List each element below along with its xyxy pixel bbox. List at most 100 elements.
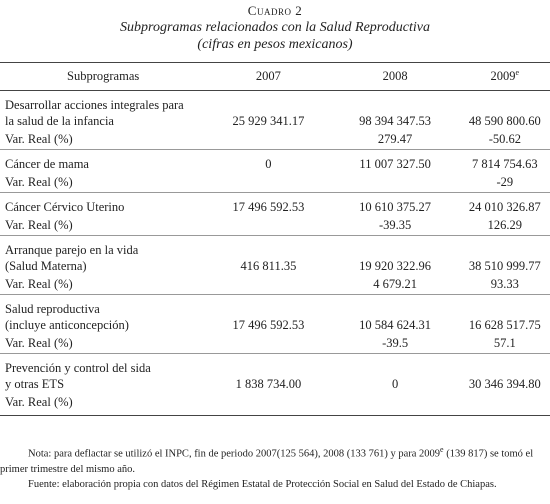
var-value: -50.62 (488, 132, 521, 146)
amount: 30 346 394.80 (468, 377, 541, 391)
subprogram-name-line: Arranque parejo en la vida (5, 243, 139, 257)
amount: 38 510 999.77 (468, 259, 541, 273)
column-header-text: 2007 (255, 69, 281, 83)
source: Fuente: elaboración propia con datos del… (28, 478, 497, 490)
subprogram-row: Prevención y control del sida y otras ETS… (0, 354, 550, 392)
table-subtitle: (cifras en pesos mexicanos) (197, 37, 353, 52)
var-value (206, 172, 330, 193)
amount: 1 838 734.00 (235, 377, 302, 391)
table-label: Cuadro 2 (247, 3, 303, 18)
var-value (206, 333, 330, 354)
var-value: -29 (496, 175, 514, 189)
subprogram-row: Arranque parejo en la vida (Salud Materna… (0, 236, 550, 274)
note-text: (139 817) se tomó el primer trimestre de… (0, 448, 534, 475)
note-sup: e (440, 445, 444, 454)
var-label: Var. Real (%) (5, 132, 73, 146)
separator-cell (0, 235, 550, 236)
subprogram-name-line: la salud de la infancia (5, 114, 114, 128)
amount: 0 (265, 157, 272, 171)
var-value: 57.1 (493, 336, 516, 350)
subprogram-name-line: Prevención y control del sida (5, 361, 151, 375)
var-value (206, 274, 330, 295)
amount: 17 496 592.53 (232, 318, 305, 332)
var-value: 279.47 (377, 132, 413, 146)
subprogram-name: Cáncer de mama (0, 150, 206, 172)
var-value (206, 129, 330, 150)
column-header-sup: e (515, 68, 520, 78)
table-body: Desarrollar acciones integrales para la s… (0, 91, 550, 416)
var-value: 93.33 (490, 277, 519, 291)
amount: 416 811.35 (240, 259, 297, 273)
amount: 16 628 517.75 (468, 318, 541, 332)
var-row: Var. Real (%) -39.5 57.1 (0, 333, 550, 354)
subprogram-name: Arranque parejo en la vida (Salud Materna… (0, 236, 206, 274)
amount: 24 010 326.87 (468, 200, 541, 214)
subprogram-name-line: Cáncer Cérvico Uterino (5, 200, 125, 214)
note-text: Nota: para deflactar se utilizó el INPC,… (28, 448, 441, 460)
separator-cell (0, 149, 550, 150)
var-label: Var. Real (%) (5, 336, 73, 350)
separator (0, 192, 550, 193)
var-value (206, 392, 331, 416)
column-header: 2007 (206, 62, 331, 91)
var-label: Var. Real (%) (5, 175, 73, 189)
subprogram-name-line: Desarrollar acciones integrales para (5, 98, 184, 112)
subprogram-name-line: Cáncer de mama (5, 157, 89, 171)
var-value (206, 215, 330, 236)
header-row: Subprogramas 2007 2008 2009e (0, 62, 550, 91)
subprogram-name-line: y otras ETS (5, 377, 65, 391)
column-header-text: Subprogramas (67, 69, 140, 83)
var-value (331, 172, 460, 193)
subprogram-name: Desarrollar acciones integrales para la s… (0, 91, 206, 130)
var-value: -39.5 (382, 336, 409, 350)
note: Nota: para deflactar se utilizó el INPC,… (0, 442, 540, 477)
var-value: -39.35 (378, 218, 412, 232)
var-row: Var. Real (%) -29 (0, 172, 550, 193)
var-label: Var. Real (%) (5, 218, 73, 232)
amount: 98 394 347.53 (359, 114, 432, 128)
separator (0, 294, 550, 295)
column-header: Subprogramas (0, 62, 207, 91)
amount: 10 610 375.27 (359, 200, 432, 214)
separator-cell (0, 192, 550, 193)
separator (0, 235, 550, 236)
amount: 48 590 800.60 (468, 114, 541, 128)
var-value (459, 392, 550, 416)
separator (0, 353, 550, 354)
amount: 19 920 322.96 (359, 259, 432, 273)
table-title: Subprogramas relacionados con la Salud R… (120, 20, 430, 35)
amount: 11 007 327.50 (359, 157, 431, 171)
amount: 25 929 341.17 (232, 114, 305, 128)
separator-cell (0, 353, 550, 354)
subprogram-row: Salud reproductiva (incluye anticoncepció… (0, 295, 550, 333)
subprogram-name-line: (incluye anticoncepción) (5, 318, 129, 332)
subprogram-row: Cáncer Cérvico Uterino 17 496 592.53 10 61… (0, 193, 550, 215)
var-value: 4 679.21 (373, 277, 417, 291)
subprogram-name: Salud reproductiva (incluye anticoncepció… (0, 295, 206, 333)
subprogram-name-line: (Salud Materna) (5, 259, 87, 273)
notes: Nota: para deflactar se utilizó el INPC,… (0, 442, 540, 492)
data-table: Subprogramas 2007 2008 2009e Desarrollar ac… (0, 62, 550, 416)
subprogram-name-line: Salud reproductiva (5, 302, 100, 316)
separator (0, 149, 550, 150)
var-value: 126.29 (487, 218, 523, 232)
amount: 17 496 592.53 (232, 200, 305, 214)
var-label: Var. Real (%) (5, 277, 73, 291)
var-row: Var. Real (%) 4 679.21 93.33 (0, 274, 550, 295)
amount: 7 814 754.63 (472, 157, 538, 171)
subprogram-name: Prevención y control del sida y otras ETS (0, 354, 206, 392)
subprogram-row: Desarrollar acciones integrales para la s… (0, 91, 550, 130)
column-header: 2008 (330, 62, 460, 91)
amount: 10 584 624.31 (359, 318, 432, 332)
subprogram-row: Cáncer de mama 0 11 007 327.50 7 814 754.63 (0, 150, 550, 172)
column-header-text: 2009 (490, 69, 516, 84)
var-row: Var. Real (%) 279.47 -50.62 (0, 129, 550, 150)
amount: 0 (391, 377, 399, 391)
var-row: Var. Real (%) -39.35 126.29 (0, 215, 550, 236)
separator-cell (0, 294, 550, 295)
subprogram-name: Cáncer Cérvico Uterino (0, 193, 206, 215)
column-header-text: 2008 (382, 69, 408, 83)
var-row: Var. Real (%) (0, 392, 550, 416)
var-label: Var. Real (%) (0, 392, 207, 416)
